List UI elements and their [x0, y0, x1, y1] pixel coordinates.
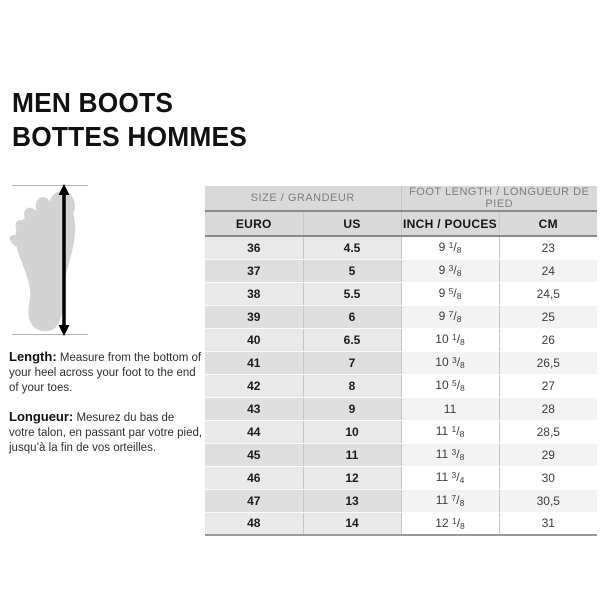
table-row: 43 9 11 28 — [205, 397, 598, 421]
instruction-longueur-text: Mesurez du bas de votre talon, en passan… — [9, 412, 203, 454]
cell-euro: 40 — [205, 328, 303, 352]
cell-euro: 42 — [205, 374, 303, 398]
instruction-longueur-label: Longueur: — [9, 409, 74, 424]
cell-euro: 45 — [205, 443, 303, 467]
group-header-row: SIZE / GRANDEUR FOOT LENGTH / LONGUEUR D… — [205, 186, 598, 212]
cell-euro: 36 — [205, 236, 303, 260]
size-table-body: 36 4.5 9 1/8 23 37 5 9 3/8 24 38 5.5 9 5/8 24,5 39 6 9… — [205, 236, 598, 536]
measurement-instructions: Length: Measure from the bottom of your … — [9, 349, 203, 456]
cell-cm: 30 — [498, 466, 598, 490]
cell-inch: 12 1/8 — [400, 512, 500, 536]
cell-cm: 31 — [498, 512, 598, 536]
cell-inch: 9 1/8 — [400, 236, 500, 260]
cell-us: 7 — [302, 351, 402, 375]
table-row: 44 10 11 1/8 28,5 — [205, 420, 598, 444]
table-row: 38 5.5 9 5/8 24,5 — [205, 282, 598, 306]
table-row: 46 12 11 3/4 30 — [205, 466, 598, 490]
group-header-foot-length: FOOT LENGTH / LONGUEUR DE PIED — [400, 186, 598, 212]
cell-us: 11 — [302, 443, 402, 467]
table-row: 47 13 11 7/8 30,5 — [205, 489, 598, 513]
col-header-euro: EURO — [205, 211, 303, 237]
cell-inch: 9 3/8 — [400, 259, 500, 283]
cell-euro: 38 — [205, 282, 303, 306]
cell-us: 4.5 — [302, 236, 402, 260]
table-row: 42 8 10 5/8 27 — [205, 374, 598, 398]
table-row: 37 5 9 3/8 24 — [205, 259, 598, 283]
size-chart-table: SIZE / GRANDEUR FOOT LENGTH / LONGUEUR D… — [205, 186, 598, 536]
cell-euro: 39 — [205, 305, 303, 329]
cell-us: 9 — [302, 397, 402, 421]
cell-us: 5 — [302, 259, 402, 283]
foot-silhouette-icon — [9, 184, 88, 336]
cell-euro: 46 — [205, 466, 303, 490]
cell-us: 12 — [302, 466, 402, 490]
cell-cm: 24 — [498, 259, 598, 283]
cell-euro: 48 — [205, 512, 303, 536]
table-row: 45 11 11 3/8 29 — [205, 443, 598, 467]
foot-measurement-diagram — [6, 181, 98, 339]
cell-cm: 26,5 — [498, 351, 598, 375]
cell-cm: 28,5 — [498, 420, 598, 444]
instruction-length-label: Length: — [9, 349, 57, 364]
cell-cm: 27 — [498, 374, 598, 398]
table-row: 41 7 10 3/8 26,5 — [205, 351, 598, 375]
cell-inch: 11 7/8 — [400, 489, 500, 513]
cell-us: 10 — [302, 420, 402, 444]
cell-euro: 37 — [205, 259, 303, 283]
cell-us: 6 — [302, 305, 402, 329]
cell-inch: 10 1/8 — [400, 328, 500, 352]
table-row: 48 14 12 1/8 31 — [205, 512, 598, 536]
cell-cm: 26 — [498, 328, 598, 352]
cell-inch: 11 1/8 — [400, 420, 500, 444]
cell-cm: 25 — [498, 305, 598, 329]
cell-inch: 11 — [400, 397, 500, 421]
cell-us: 6.5 — [302, 328, 402, 352]
table-row: 36 4.5 9 1/8 23 — [205, 236, 598, 260]
instruction-length-text: Measure from the bottom of your heel acr… — [9, 352, 202, 394]
cell-inch: 9 5/8 — [400, 282, 500, 306]
instruction-length-fr: Longueur: Mesurez du bas de votre talon,… — [9, 409, 203, 456]
cell-us: 14 — [302, 512, 402, 536]
cell-inch: 9 7/8 — [400, 305, 500, 329]
col-header-inch-pouces: INCH / POUCES — [400, 211, 500, 237]
table-row: 40 6.5 10 1/8 26 — [205, 328, 598, 352]
cell-inch: 11 3/4 — [400, 466, 500, 490]
cell-us: 8 — [302, 374, 402, 398]
cell-inch: 10 5/8 — [400, 374, 500, 398]
page-title-line1: MEN BOOTS — [12, 87, 174, 118]
measure-length-arrow — [58, 184, 70, 336]
cell-cm: 30,5 — [498, 489, 598, 513]
column-header-row: EURO US INCH / POUCES CM — [205, 211, 598, 237]
cell-euro: 43 — [205, 397, 303, 421]
cell-cm: 29 — [498, 443, 598, 467]
cell-inch: 11 3/8 — [400, 443, 500, 467]
cell-us: 13 — [302, 489, 402, 513]
table-row: 39 6 9 7/8 25 — [205, 305, 598, 329]
cell-us: 5.5 — [302, 282, 402, 306]
cell-euro: 41 — [205, 351, 303, 375]
cell-cm: 28 — [498, 397, 598, 421]
cell-cm: 24,5 — [498, 282, 598, 306]
col-header-cm: CM — [498, 211, 598, 237]
page-title-line2: BOTTES HOMMES — [12, 121, 247, 152]
cell-euro: 47 — [205, 489, 303, 513]
col-header-us: US — [302, 211, 402, 237]
cell-cm: 23 — [498, 236, 598, 260]
cell-inch: 10 3/8 — [400, 351, 500, 375]
page-title: MEN BOOTS BOTTES HOMMES — [12, 86, 247, 154]
group-header-size: SIZE / GRANDEUR — [205, 186, 402, 212]
cell-euro: 44 — [205, 420, 303, 444]
instruction-length-en: Length: Measure from the bottom of your … — [9, 349, 203, 396]
